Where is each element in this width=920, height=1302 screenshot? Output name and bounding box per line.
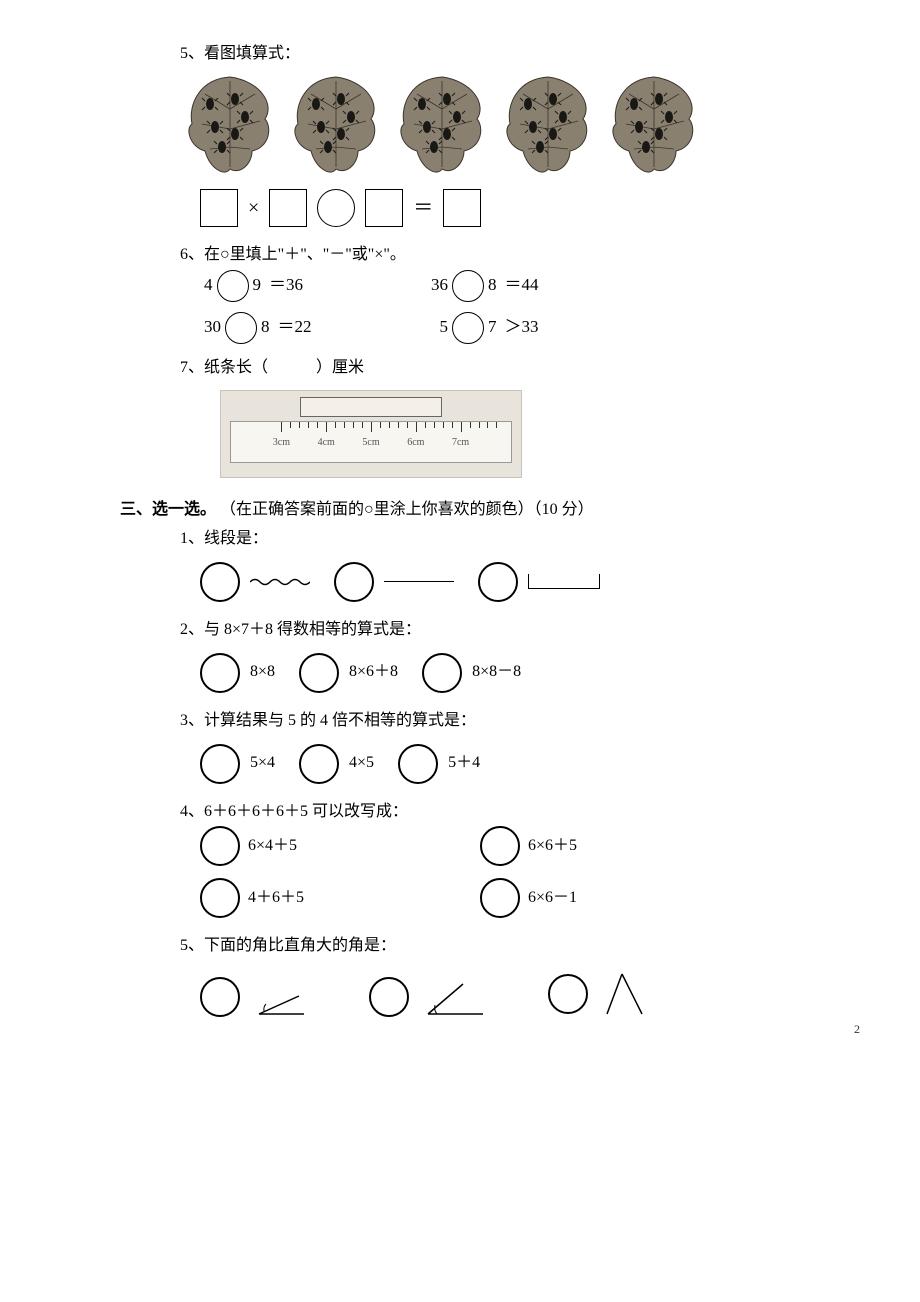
q3-1-opt3-circle[interactable] — [478, 562, 518, 602]
q3-5-choices — [200, 969, 800, 1019]
section3-heading: 三、选一选。 — [120, 501, 216, 518]
q3-3-opt1-text: 5×4 — [250, 749, 275, 778]
q3-4-opt3-text: 4＋6＋5 — [248, 884, 304, 913]
q6-1-res: ＝36 — [269, 270, 303, 301]
straight-line-icon — [384, 581, 454, 582]
q6-3-b: 8 — [261, 312, 270, 343]
section3-sub: （在正确答案前面的○里涂上你喜欢的颜色）（10 分） — [220, 501, 594, 518]
q5-op-mult: × — [248, 190, 259, 226]
wavy-line-icon — [250, 577, 310, 587]
q5-box-1[interactable] — [200, 189, 238, 227]
ruler-tick-label: 5cm — [362, 434, 379, 452]
angle-narrow-icon — [602, 969, 647, 1019]
q3-3-opt3-circle[interactable] — [398, 744, 438, 784]
paper-strip — [300, 397, 442, 417]
q3-4-opt2-circle[interactable] — [480, 826, 520, 866]
q6-cell-3: 30 8 ＝22 — [200, 312, 316, 344]
q6-1-b: 9 — [253, 270, 262, 301]
q3-3-label: 3、计算结果与 5 的 4 倍不相等的算式是： — [180, 707, 800, 736]
q5-op-eq: ＝ — [413, 190, 433, 226]
q3-3-opt2-text: 4×5 — [349, 749, 374, 778]
q3-1-opt2-circle[interactable] — [334, 562, 374, 602]
q3-4-label: 4、6＋6＋6＋6＋5 可以改写成： — [180, 798, 800, 827]
q5-label: 5、看图填算式： — [180, 40, 800, 69]
q6-4-a: 5 — [440, 312, 449, 343]
ruler-ticks: 3cm 4cm 5cm 6cm 7cm — [231, 422, 511, 462]
ruler-body: 3cm 4cm 5cm 6cm 7cm — [230, 421, 512, 463]
q3-3-opt3-text: 5＋4 — [448, 749, 480, 778]
q3-1-choices — [200, 562, 800, 602]
q3-2-choices: 8×8 8×6＋8 8×8－8 — [200, 653, 800, 693]
q3-3-opt1-circle[interactable] — [200, 744, 240, 784]
q6-cell-4: 5 7 ＞33 — [436, 312, 543, 344]
q3-2-opt3-text: 8×8－8 — [472, 658, 521, 687]
q3-5-opt2-circle[interactable] — [369, 977, 409, 1017]
leaf-icon — [180, 69, 280, 179]
ruler-tick-label: 6cm — [407, 434, 424, 452]
leaf-icon — [286, 69, 386, 179]
q7-label: 7、纸条长（ ）厘米 — [180, 354, 800, 383]
q6-4-b: 7 — [488, 312, 497, 343]
q3-4-opt4-text: 6×6－1 — [528, 884, 577, 913]
q3-4-opt3-circle[interactable] — [200, 878, 240, 918]
q6-4-circle[interactable] — [452, 312, 484, 344]
q5-leaves — [180, 69, 800, 179]
q3-2-opt3-circle[interactable] — [422, 653, 462, 693]
q3-2-opt2-text: 8×6＋8 — [349, 658, 398, 687]
leaf-icon — [498, 69, 598, 179]
q3-5-opt3-circle[interactable] — [548, 974, 588, 1014]
q7-ruler-figure: 3cm 4cm 5cm 6cm 7cm — [220, 390, 522, 478]
q6-label: 6、在○里填上"＋"、"－"或"×"。 — [180, 241, 800, 270]
angle-obtuse-icon — [423, 974, 488, 1019]
q3-5-label: 5、下面的角比直角大的角是： — [180, 932, 800, 961]
q3-2-label: 2、与 8×7＋8 得数相等的算式是： — [180, 616, 800, 645]
q3-5-opt1-circle[interactable] — [200, 977, 240, 1017]
q3-4-choices: 6×4＋5 6×6＋5 4＋6＋5 6×6－1 — [200, 826, 800, 918]
q3-2-opt2-circle[interactable] — [299, 653, 339, 693]
q5-box-3[interactable] — [365, 189, 403, 227]
q6-grid: 4 9 ＝36 36 8 ＝44 30 8 ＝22 5 7 ＞33 — [200, 270, 800, 344]
q6-3-a: 30 — [204, 312, 221, 343]
leaf-icon — [604, 69, 704, 179]
q5-box-4[interactable] — [443, 189, 481, 227]
q6-2-circle[interactable] — [452, 270, 484, 302]
q6-1-circle[interactable] — [217, 270, 249, 302]
q6-3-circle[interactable] — [225, 312, 257, 344]
q6-4-res: ＞33 — [505, 312, 539, 343]
q6-cell-2: 36 8 ＝44 — [427, 270, 543, 302]
page-number: 2 — [854, 1019, 860, 1041]
bracket-line-icon — [528, 574, 600, 589]
q6-3-res: ＝22 — [278, 312, 312, 343]
q3-3-opt2-circle[interactable] — [299, 744, 339, 784]
q3-4-opt4-circle[interactable] — [480, 878, 520, 918]
ruler-tick-label: 7cm — [452, 434, 469, 452]
q3-1-label: 1、线段是： — [180, 525, 800, 554]
angle-acute-icon — [254, 974, 309, 1019]
ruler-tick-label: 4cm — [318, 434, 335, 452]
q6-2-b: 8 — [488, 270, 497, 301]
q6-2-a: 36 — [431, 270, 448, 301]
q3-4-opt2-text: 6×6＋5 — [528, 832, 577, 861]
q6-1-a: 4 — [204, 270, 213, 301]
q3-1-opt1-circle[interactable] — [200, 562, 240, 602]
q6-2-res: ＝44 — [505, 270, 539, 301]
q3-2-opt1-text: 8×8 — [250, 658, 275, 687]
q5-equation: × ＝ — [200, 189, 800, 227]
q3-4-opt1-text: 6×4＋5 — [248, 832, 297, 861]
leaf-icon — [392, 69, 492, 179]
ruler-tick-label: 3cm — [273, 434, 290, 452]
q3-4-opt1-circle[interactable] — [200, 826, 240, 866]
q3-2-opt1-circle[interactable] — [200, 653, 240, 693]
q5-box-2[interactable] — [269, 189, 307, 227]
q6-cell-1: 4 9 ＝36 — [200, 270, 307, 302]
q5-circle-op[interactable] — [317, 189, 355, 227]
section3-heading-row: 三、选一选。 （在正确答案前面的○里涂上你喜欢的颜色）（10 分） — [120, 496, 800, 525]
q3-3-choices: 5×4 4×5 5＋4 — [200, 744, 800, 784]
